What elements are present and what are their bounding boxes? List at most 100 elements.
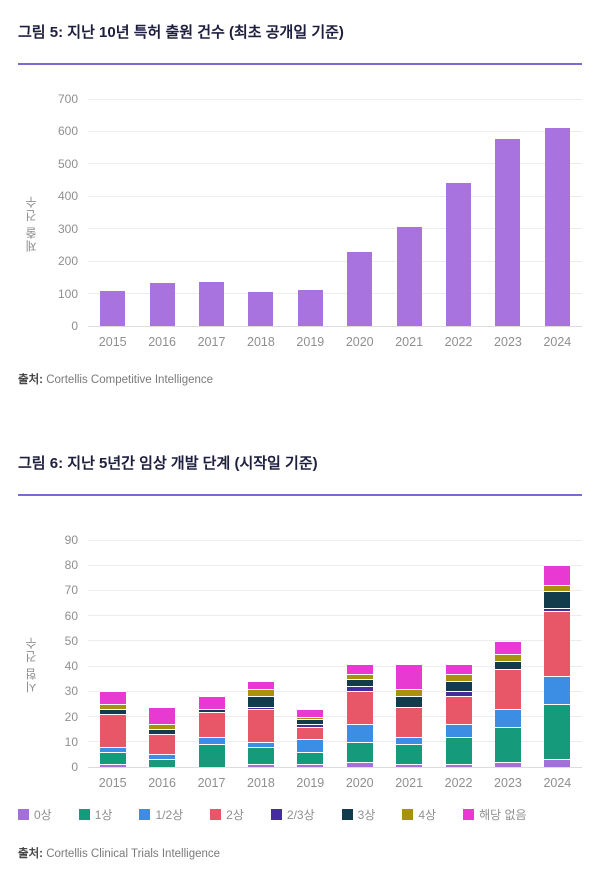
x-tick-label: 2021 bbox=[395, 335, 424, 349]
bar-slot bbox=[88, 540, 137, 767]
bar-segment bbox=[346, 741, 373, 762]
bar-segment bbox=[544, 590, 571, 609]
x-tick-label: 2017 bbox=[197, 335, 226, 349]
legend-label: 2상 bbox=[226, 808, 244, 822]
y-tick-label: 80 bbox=[64, 558, 78, 573]
bar-segment bbox=[494, 709, 521, 727]
x-tick-label: 2015 bbox=[98, 776, 127, 790]
stacked-bar-2023 bbox=[494, 640, 521, 767]
x-tick-label: 2022 bbox=[444, 335, 473, 349]
x-tick-label: 2024 bbox=[543, 776, 572, 790]
bar-segment bbox=[198, 709, 225, 712]
y-tick-label: 90 bbox=[64, 533, 78, 547]
bars-row bbox=[88, 540, 582, 767]
x-tick-label: 2024 bbox=[543, 335, 572, 349]
bar-segment bbox=[297, 716, 324, 720]
bar-slot bbox=[286, 540, 335, 767]
bar-segment bbox=[297, 709, 324, 717]
gridline bbox=[88, 163, 582, 165]
bar-segment bbox=[494, 640, 521, 654]
bar-segment bbox=[149, 754, 176, 760]
bar-slot bbox=[236, 99, 285, 326]
bar-segment bbox=[247, 688, 274, 697]
bar-segment bbox=[544, 585, 571, 591]
bar-segment bbox=[149, 729, 176, 735]
bar-segment bbox=[247, 764, 274, 767]
figure-5-title: 그림 5: 지난 10년 특허 출원 건수 (최초 공개일 기준) bbox=[18, 24, 344, 41]
gridline bbox=[88, 741, 582, 743]
bar-slot bbox=[483, 99, 532, 326]
bar-segment bbox=[99, 764, 126, 767]
y-tick-label: 0 bbox=[71, 760, 78, 774]
legend-label: 4상 bbox=[418, 808, 437, 822]
bar-2022 bbox=[446, 183, 472, 326]
bar-segment bbox=[149, 734, 176, 755]
figure-6-title: 그림 6: 지난 5년간 임상 개발 단계 (시작일 기준) bbox=[18, 455, 318, 472]
figure-6-plot-column: 0 10 20 30 40 50 60 70 80 90 2015 2016 2017 2018 2019… bbox=[65, 533, 582, 790]
y-tick-label: 30 bbox=[64, 684, 78, 699]
bar-2018 bbox=[248, 291, 274, 326]
bar-2020 bbox=[347, 252, 373, 326]
legend-label: 3상 bbox=[357, 808, 376, 822]
bar-slot bbox=[335, 540, 384, 767]
bar-segment bbox=[247, 709, 274, 742]
bar-segment bbox=[445, 673, 472, 682]
x-tick-label: 2017 bbox=[197, 776, 226, 790]
x-tick-label: 2023 bbox=[494, 776, 522, 790]
bar-segment bbox=[445, 663, 472, 674]
bar-segment bbox=[297, 719, 324, 725]
bar-segment bbox=[297, 764, 324, 767]
y-tick-label: 500 bbox=[57, 156, 78, 171]
bar-segment bbox=[247, 741, 274, 747]
x-tick-label: 2020 bbox=[345, 335, 374, 349]
y-tick-label: 600 bbox=[57, 124, 78, 139]
bar-slot bbox=[434, 99, 483, 326]
bar-segment bbox=[445, 764, 472, 767]
bar-segment bbox=[445, 724, 472, 737]
stacked-bar-2016 bbox=[149, 706, 176, 767]
bar-segment bbox=[247, 681, 274, 689]
bar-2016 bbox=[149, 282, 175, 326]
bar-2019 bbox=[297, 290, 323, 326]
bar-2015 bbox=[100, 290, 126, 326]
bar-segment bbox=[445, 691, 472, 697]
gridline bbox=[88, 195, 582, 197]
bar-2024 bbox=[544, 127, 570, 326]
bar-segment bbox=[346, 673, 373, 679]
bar-segment bbox=[544, 608, 571, 611]
bar-slot bbox=[137, 540, 186, 767]
gridline bbox=[88, 690, 582, 692]
y-tick-label: 700 bbox=[57, 92, 78, 106]
bar-slot bbox=[187, 99, 236, 326]
bar-2021 bbox=[396, 226, 422, 326]
legend-label: 2/3상 bbox=[286, 808, 315, 822]
gridline bbox=[88, 130, 582, 132]
figure-6-source-label: 출처: bbox=[18, 848, 43, 860]
clinical-trials-chart: 시험 건수 0 10 20 30 40 50 60 70 80 90 2015 2016 2017 20… bbox=[18, 533, 582, 790]
legend-item: 1상 bbox=[78, 806, 112, 823]
stacked-bar-2017 bbox=[198, 696, 225, 767]
bar-2023 bbox=[495, 138, 521, 326]
bar-segment bbox=[149, 706, 176, 725]
bar-slot bbox=[483, 540, 532, 767]
legend-swatch bbox=[341, 809, 353, 820]
figure-5-plot-area: 0 100 200 300 400 500 600 700 bbox=[58, 92, 582, 333]
figure-5-divider bbox=[18, 63, 582, 65]
bar-segment bbox=[396, 688, 423, 697]
bar-segment bbox=[396, 696, 423, 707]
figure-6-divider bbox=[18, 494, 582, 496]
bar-segment bbox=[297, 739, 324, 752]
phase-legend: 0상 1상 1/2상 2상 2/3상 3상 4상 해당 없음 bbox=[18, 806, 582, 823]
bar-segment bbox=[297, 726, 324, 740]
y-tick-label: 70 bbox=[64, 583, 78, 598]
legend-label: 1/2상 bbox=[155, 808, 184, 822]
gridline bbox=[88, 228, 582, 230]
bar-segment bbox=[99, 746, 126, 752]
gridline bbox=[88, 539, 582, 541]
figure-6-source-text: Cortellis Clinical Trials Intelligence bbox=[46, 848, 221, 860]
bar-slot bbox=[533, 540, 582, 767]
bar-slot bbox=[236, 540, 285, 767]
bar-segment bbox=[396, 744, 423, 765]
x-tick-label: 2019 bbox=[296, 776, 325, 790]
bar-segment bbox=[494, 653, 521, 662]
